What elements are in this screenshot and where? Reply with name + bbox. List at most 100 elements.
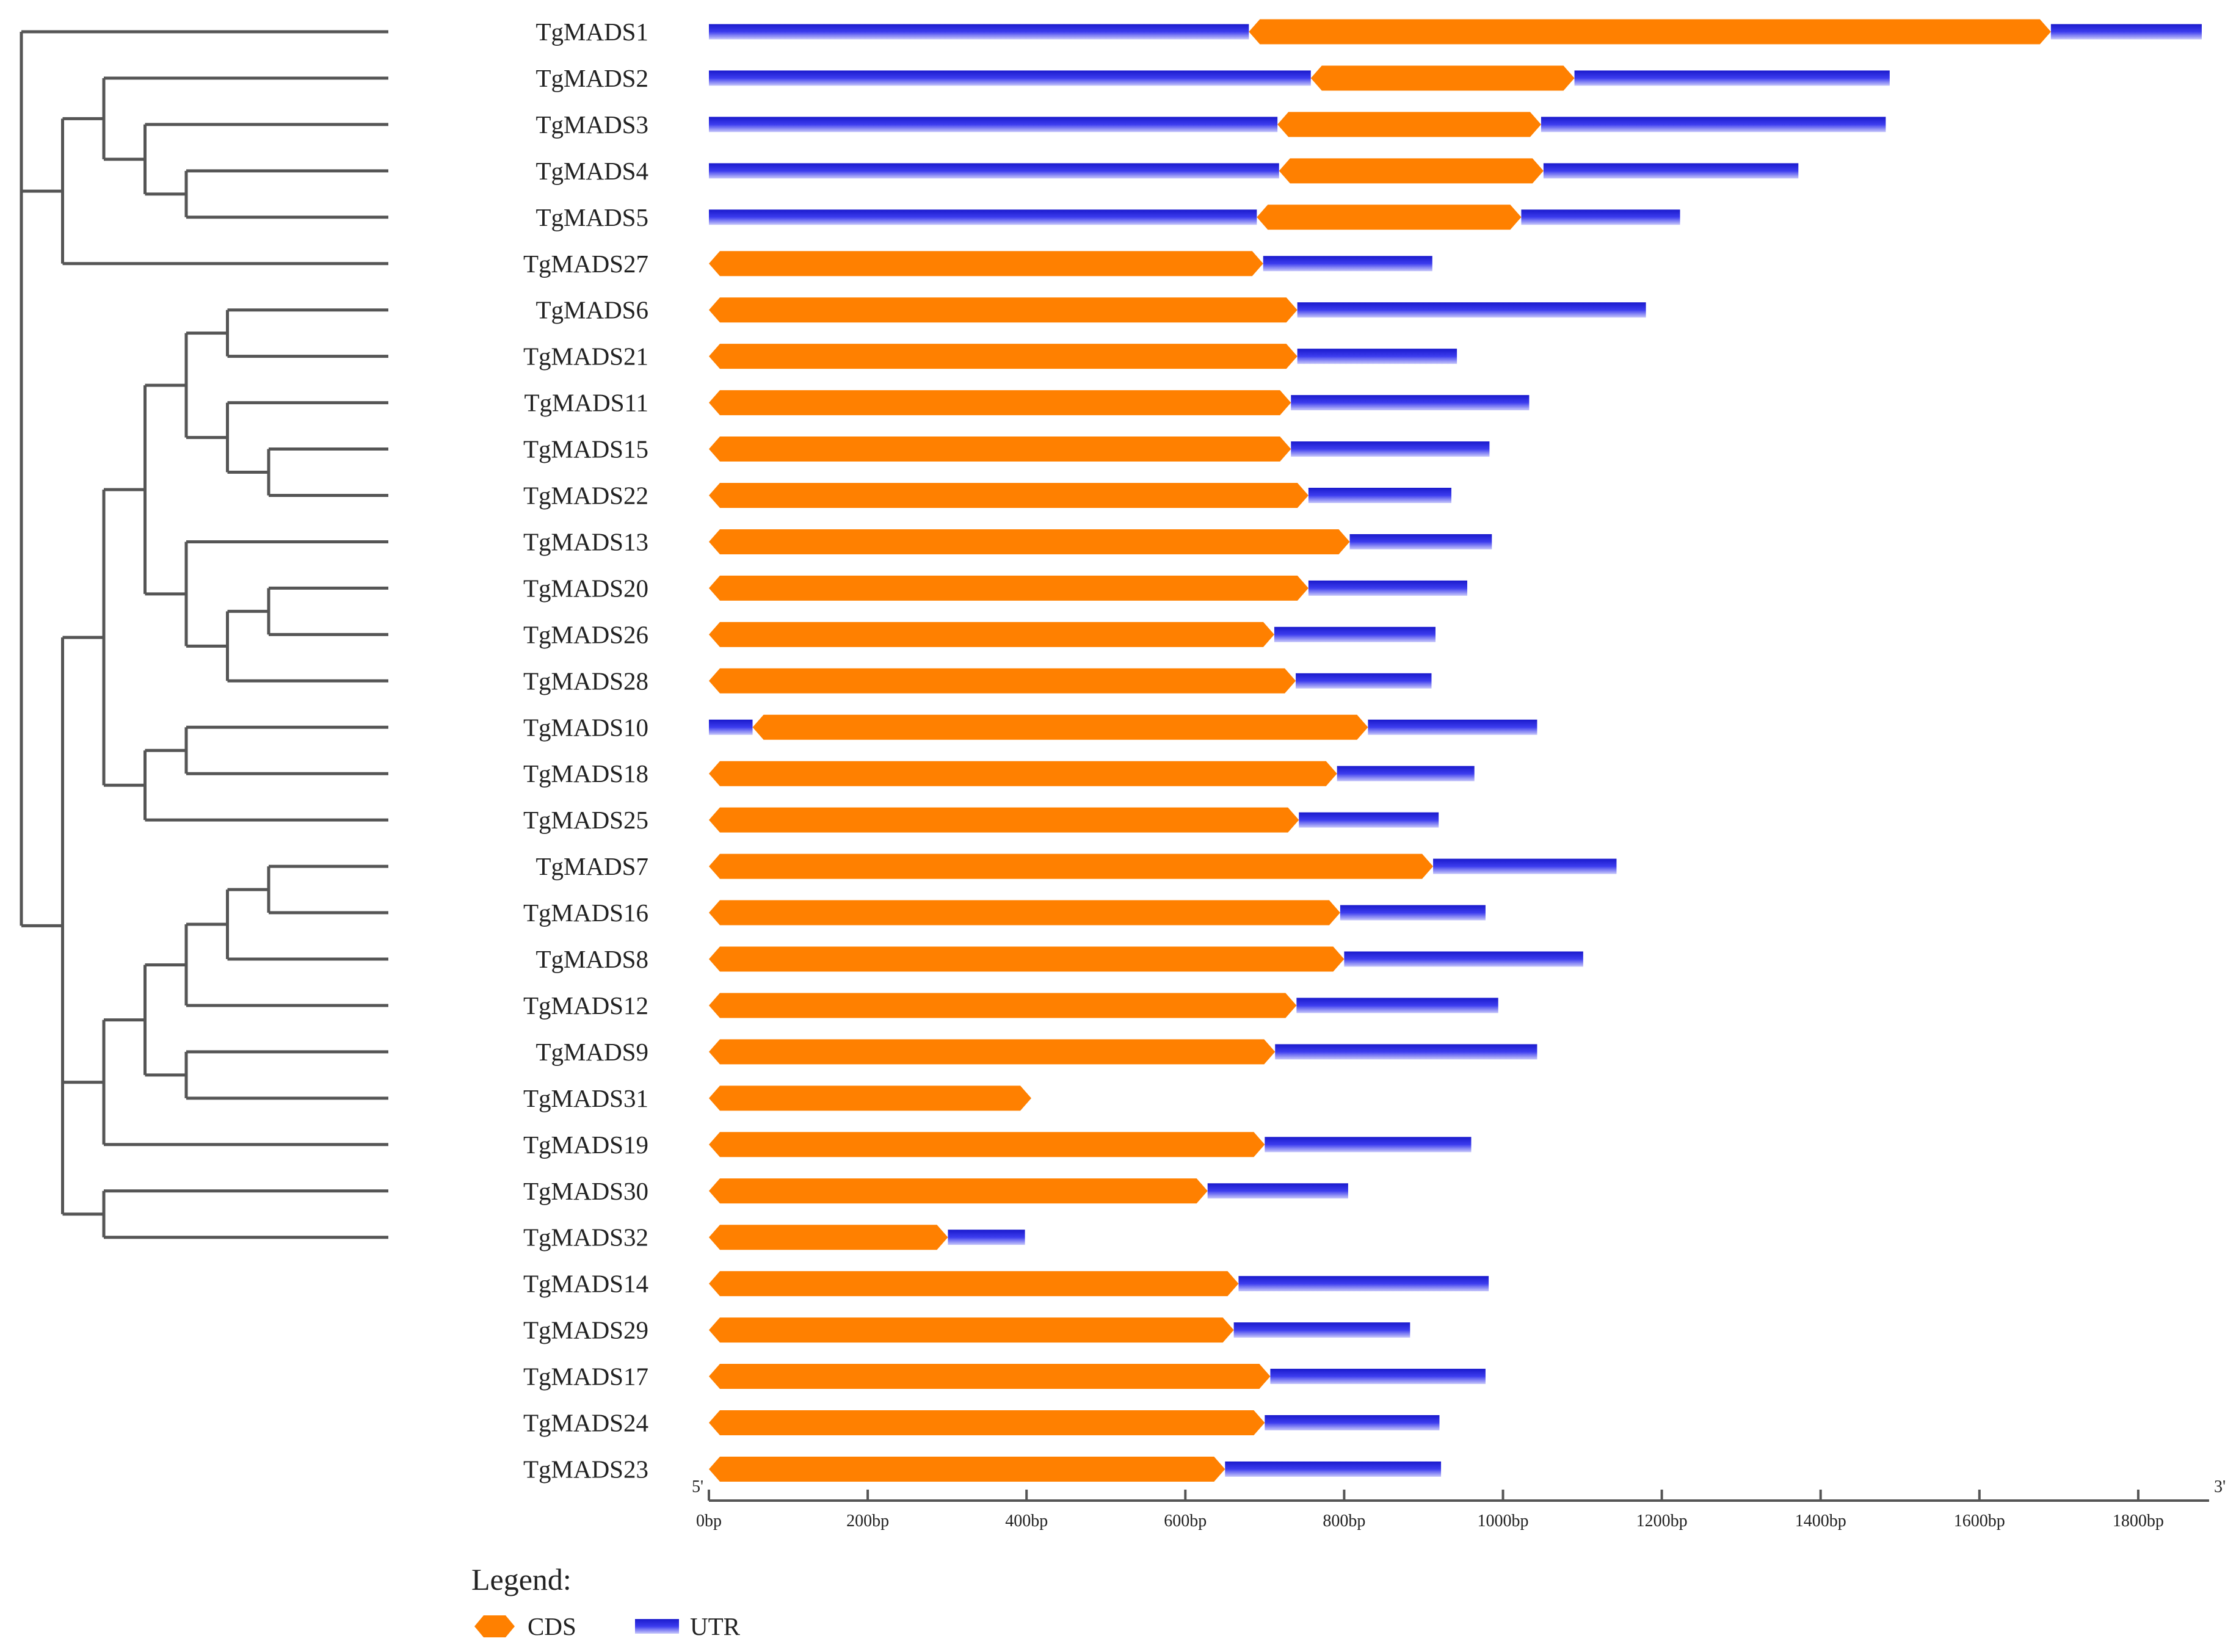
gene-label-tgmads27: TgMADS27: [523, 250, 648, 278]
gene-structures: [709, 19, 2202, 1482]
gene-row-tgmads23: [709, 1456, 1442, 1482]
gene-row-tgmads11: [709, 390, 1530, 416]
utr-segment: [1225, 1461, 1442, 1477]
cds-segment: [709, 251, 1263, 277]
cds-segment: [709, 437, 1291, 462]
cds-segment: [709, 1178, 1208, 1204]
utr-segment: [1543, 163, 1799, 179]
utr-segment: [1207, 1183, 1348, 1199]
cds-segment: [1249, 19, 2051, 45]
legend-cds-swatch: [474, 1615, 515, 1637]
utr-segment: [1433, 858, 1617, 874]
gene-row-tgmads31: [709, 1085, 1032, 1111]
gene-row-tgmads4: [709, 158, 1799, 184]
cds-segment: [709, 1225, 948, 1250]
gene-row-tgmads25: [709, 807, 1439, 833]
axis-tick-label: 200bp: [846, 1512, 889, 1531]
utr-segment: [1297, 302, 1646, 318]
gene-row-tgmads26: [709, 621, 1436, 647]
utr-segment: [1368, 719, 1537, 735]
axis-5prime-label: 5': [692, 1477, 703, 1496]
cds-segment: [709, 993, 1297, 1018]
utr-segment: [1274, 626, 1436, 642]
utr-segment: [1275, 1044, 1537, 1060]
gene-label-tgmads31: TgMADS31: [523, 1084, 648, 1112]
cds-segment: [1257, 205, 1522, 230]
legend-cds-label: CDS: [528, 1612, 576, 1640]
utr-segment: [948, 1230, 1025, 1245]
utr-segment: [1574, 70, 1890, 86]
cds-segment: [709, 1317, 1234, 1343]
length-axis: 0bp 200bp 400bp 600bp 800bp 1000bp 1200bp 1400b…: [692, 1477, 2226, 1531]
axis-tick-label: 600bp: [1164, 1512, 1207, 1531]
gene-row-tgmads29: [709, 1317, 1410, 1343]
gene-label-tgmads24: TgMADS24: [523, 1409, 648, 1437]
gene-row-tgmads6: [709, 297, 1646, 323]
utr-segment: [709, 163, 1279, 179]
axis-tick-label: 1600bp: [1954, 1512, 2005, 1531]
gene-label-tgmads10: TgMADS10: [523, 713, 648, 741]
cds-segment: [1277, 112, 1541, 137]
gene-row-tgmads18: [709, 761, 1475, 786]
gene-row-tgmads24: [709, 1410, 1440, 1435]
gene-row-tgmads15: [709, 437, 1490, 462]
utr-segment: [1340, 905, 1486, 921]
cds-segment: [709, 344, 1298, 369]
gene-row-tgmads9: [709, 1039, 1537, 1065]
gene-row-tgmads14: [709, 1271, 1489, 1297]
gene-row-tgmads20: [709, 575, 1467, 601]
gene-label-tgmads19: TgMADS19: [523, 1131, 648, 1159]
gene-row-tgmads10: [709, 714, 1537, 740]
cds-segment: [709, 621, 1274, 647]
gene-label-tgmads9: TgMADS9: [535, 1038, 648, 1066]
gene-label-tgmads25: TgMADS25: [523, 806, 648, 834]
gene-label-tgmads3: TgMADS3: [535, 110, 648, 139]
legend: Legend: CDS UTR: [471, 1562, 741, 1640]
gene-row-tgmads32: [709, 1225, 1025, 1250]
cds-segment: [709, 297, 1298, 323]
legend-title: Legend:: [471, 1562, 572, 1596]
utr-segment: [709, 209, 1257, 225]
gene-labels: TgMADS1 TgMADS2 TgMADS3 TgMADS4 TgMADS5 TgMAD…: [523, 18, 648, 1483]
utr-segment: [709, 70, 1311, 86]
gene-row-tgmads1: [709, 19, 2202, 45]
utr-segment: [1291, 395, 1530, 411]
legend-utr-swatch: [635, 1619, 679, 1634]
utr-segment: [1541, 117, 1886, 132]
axis-tick-label: 1800bp: [2113, 1512, 2164, 1531]
gene-label-tgmads4: TgMADS4: [535, 157, 648, 185]
gene-label-tgmads16: TgMADS16: [523, 899, 648, 927]
cds-segment: [709, 853, 1434, 879]
utr-segment: [709, 719, 753, 735]
axis-tick-label: 1400bp: [1795, 1512, 1846, 1531]
utr-segment: [1265, 1415, 1440, 1430]
axis-3prime-label: 3': [2214, 1477, 2226, 1496]
utr-segment: [1308, 488, 1451, 503]
cds-segment: [709, 1456, 1225, 1482]
cds-segment: [709, 761, 1337, 786]
utr-segment: [709, 24, 1249, 40]
gene-label-tgmads28: TgMADS28: [523, 667, 648, 695]
gene-label-tgmads1: TgMADS1: [535, 18, 648, 46]
gene-label-tgmads14: TgMADS14: [523, 1270, 648, 1298]
gene-label-tgmads21: TgMADS21: [523, 342, 648, 371]
utr-segment: [1297, 349, 1457, 364]
utr-segment: [709, 117, 1278, 132]
gene-label-tgmads7: TgMADS7: [535, 852, 648, 880]
cds-segment: [709, 946, 1345, 972]
cds-segment: [709, 1132, 1265, 1157]
gene-row-tgmads28: [709, 668, 1432, 694]
utr-segment: [1263, 256, 1432, 272]
utr-segment: [1344, 951, 1583, 967]
cds-segment: [709, 1085, 1032, 1111]
utr-segment: [1296, 998, 1498, 1013]
legend-utr-label: UTR: [690, 1612, 741, 1640]
gene-label-tgmads26: TgMADS26: [523, 620, 648, 648]
utr-segment: [1270, 1369, 1486, 1385]
utr-segment: [1349, 534, 1492, 549]
gene-label-tgmads30: TgMADS30: [523, 1177, 648, 1205]
gene-label-tgmads32: TgMADS32: [523, 1223, 648, 1252]
gene-label-tgmads2: TgMADS2: [535, 64, 648, 92]
cds-segment: [709, 900, 1340, 926]
